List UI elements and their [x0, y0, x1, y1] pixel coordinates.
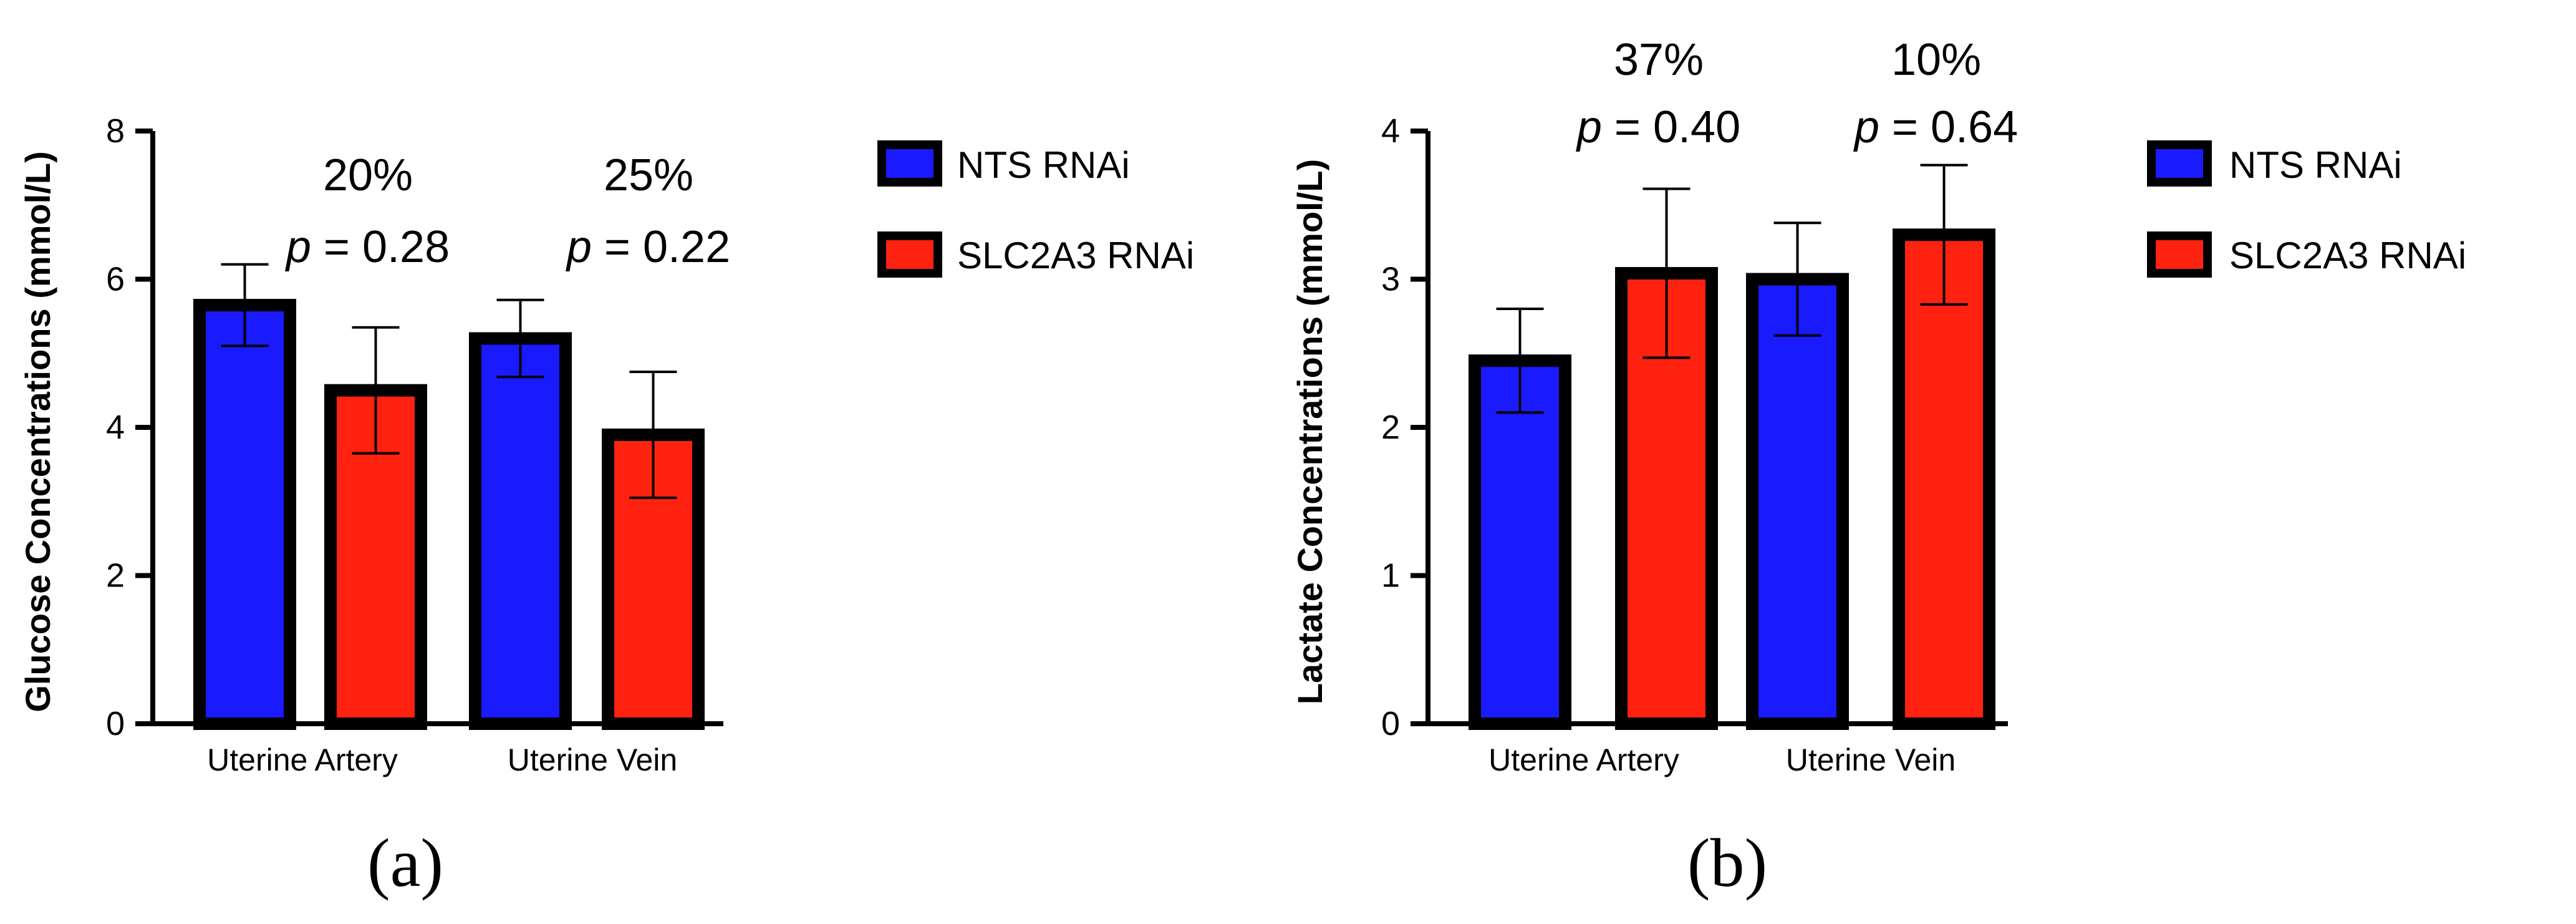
annotation-percent-b: 10%	[1891, 35, 1981, 85]
annotation-pvalue-b: p = 0.64	[1853, 102, 2018, 152]
annotation-percent-b: 37%	[1614, 35, 1704, 85]
y-tick-label-a: 4	[106, 409, 125, 446]
marks-b: 0 1 2 3 4 Uterine Artery Uterine Vein 37% p = 0.…	[1381, 35, 2018, 777]
y-tick-label-b: 4	[1381, 112, 1400, 150]
y-tick-label-a: 0	[106, 705, 125, 742]
y-tick-label-b: 2	[1381, 409, 1400, 446]
error-bar-b	[1496, 308, 1544, 414]
y-tick-label-a: 2	[106, 557, 125, 595]
panel-label-b: (b)	[1687, 825, 1767, 901]
bar-a	[469, 332, 572, 730]
y-axis-label-a: Glucose Concentrations (mmol/L)	[18, 151, 57, 712]
panel-label-a: (a)	[367, 825, 443, 901]
legend-swatch-slc-a	[877, 231, 942, 278]
chart-panel-a: Glucose Concentrations (mmol/L) 0 2 4 6 8 Ute…	[18, 112, 1194, 901]
legend-b: NTS RNAi SLC2A3 RNAi	[2147, 140, 2466, 278]
annotation-percent-a: 25%	[604, 150, 693, 200]
x-category-label-a: Uterine Vein	[508, 742, 677, 777]
annotation-pvalue-a: p = 0.22	[566, 222, 730, 272]
legend-label-slc-a: SLC2A3 RNAi	[957, 235, 1194, 276]
x-category-label-a: Uterine Artery	[207, 742, 398, 777]
chart-panel-b: Lactate Concentrations (mmol/L) 0 1 2 3 4 Ute…	[1290, 35, 2466, 901]
y-tick-label-b: 3	[1381, 261, 1400, 298]
bar-b	[1746, 273, 1849, 730]
legend-swatch-nts-b	[2147, 140, 2212, 187]
legend-swatch-slc-b	[2147, 231, 2212, 278]
bar-b	[1469, 354, 1571, 730]
error-bar-b	[1920, 163, 1968, 306]
y-tick-label-a: 6	[106, 261, 125, 298]
error-bar-b	[1773, 221, 1821, 337]
legend-swatch-nts-a	[877, 140, 942, 187]
error-bar-a	[221, 263, 269, 348]
error-bar-b	[1643, 187, 1691, 359]
x-category-label-b: Uterine Vein	[1786, 742, 1956, 777]
legend-label-slc-b: SLC2A3 RNAi	[2229, 235, 2466, 276]
annotation-percent-a: 20%	[323, 150, 413, 200]
bar-b	[1893, 228, 1995, 730]
bar-a	[193, 299, 296, 730]
error-bar-a	[629, 370, 677, 499]
marks-a: 0 2 4 6 8 Uterine Artery Uterine Vein 20% p = 0.…	[106, 112, 730, 777]
error-bar-a	[352, 326, 400, 455]
legend-label-nts-a: NTS RNAi	[957, 144, 1130, 186]
y-tick-label-b: 1	[1381, 557, 1400, 595]
error-bar-a	[496, 298, 544, 379]
y-tick-label-a: 8	[106, 112, 125, 150]
y-tick-label-b: 0	[1381, 705, 1400, 742]
y-axis-label-b: Lactate Concentrations (mmol/L)	[1290, 159, 1329, 704]
annotation-pvalue-b: p = 0.40	[1576, 102, 1740, 152]
x-category-label-b: Uterine Artery	[1488, 742, 1679, 777]
legend-a: NTS RNAi SLC2A3 RNAi	[877, 140, 1194, 278]
legend-label-nts-b: NTS RNAi	[2229, 144, 2402, 186]
annotation-pvalue-a: p = 0.28	[285, 222, 450, 272]
